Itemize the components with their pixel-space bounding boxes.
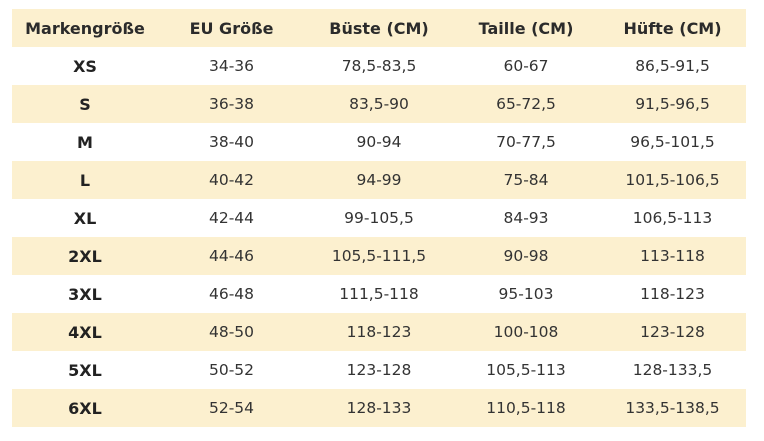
brand-size-cell: 2XL [68,246,102,266]
bust-cell: 94-99 [356,171,402,189]
brand-size-cell: 5XL [68,360,102,380]
size-chart-table: Markengröße EU Größe Büste (CM) Taille (… [12,9,746,427]
waist-cell: 110,5-118 [486,399,566,417]
table-row: M 38-40 90-94 70-77,5 96,5-101,5 [12,123,746,161]
eu-size-cell: 48-50 [208,323,255,341]
waist-cell: 70-77,5 [496,133,556,151]
waist-cell: 105,5-113 [486,361,566,379]
brand-size-cell: 3XL [68,284,102,304]
brand-size-cell: S [79,94,91,114]
waist-cell: 75-84 [503,171,549,189]
bust-cell: 99-105,5 [344,209,414,227]
bust-cell: 123-128 [346,361,412,379]
table-row: XS 34-36 78,5-83,5 60-67 86,5-91,5 [12,47,746,85]
eu-size-cell: 40-42 [208,171,255,189]
bust-cell: 105,5-111,5 [331,247,427,265]
table-row: XL 42-44 99-105,5 84-93 106,5-113 [12,199,746,237]
hip-cell: 101,5-106,5 [625,171,720,189]
waist-cell: 84-93 [503,209,549,227]
brand-size-cell: L [79,170,91,190]
brand-size-cell: 4XL [68,322,102,342]
hip-cell: 106,5-113 [632,209,713,227]
header-waist: Taille (CM) [478,18,574,38]
bust-cell: 111,5-118 [339,285,419,303]
table-row: 6XL 52-54 128-133 110,5-118 133,5-138,5 [12,389,746,427]
hip-cell: 123-128 [640,323,705,341]
hip-cell: 113-118 [640,247,705,265]
table-row: S 36-38 83,5-90 65-72,5 91,5-96,5 [12,85,746,123]
hip-cell: 96,5-101,5 [630,133,715,151]
eu-size-cell: 42-44 [208,209,255,227]
header-brand-size: Markengröße [25,18,145,38]
header-hip: Hüfte (CM) [623,18,722,38]
table-row: 3XL 46-48 111,5-118 95-103 118-123 [12,275,746,313]
brand-size-cell: M [77,132,93,152]
brand-size-cell: XL [73,208,97,228]
table-row: L 40-42 94-99 75-84 101,5-106,5 [12,161,746,199]
table-row: 5XL 50-52 123-128 105,5-113 128-133,5 [12,351,746,389]
hip-cell: 118-123 [640,285,705,303]
hip-cell: 86,5-91,5 [635,57,710,75]
waist-cell: 100-108 [493,323,559,341]
bust-cell: 83,5-90 [349,95,409,113]
waist-cell: 65-72,5 [496,95,556,113]
table-header: Markengröße EU Größe Büste (CM) Taille (… [12,9,746,47]
header-bust: Büste (CM) [329,18,429,38]
bust-cell: 118-123 [346,323,412,341]
eu-size-cell: 34-36 [208,57,255,75]
waist-cell: 90-98 [503,247,549,265]
waist-cell: 95-103 [498,285,554,303]
table-row: 4XL 48-50 118-123 100-108 123-128 [12,313,746,351]
hip-cell: 128-133,5 [632,361,713,379]
eu-size-cell: 36-38 [208,95,255,113]
brand-size-cell: XS [73,56,97,76]
hip-cell: 133,5-138,5 [625,399,720,417]
bust-cell: 128-133 [346,399,412,417]
table-body: XS 34-36 78,5-83,5 60-67 86,5-91,5 S 36-… [12,47,746,427]
eu-size-cell: 38-40 [208,133,255,151]
waist-cell: 60-67 [503,57,549,75]
eu-size-cell: 46-48 [208,285,255,303]
eu-size-cell: 52-54 [208,399,255,417]
bust-cell: 78,5-83,5 [341,57,417,75]
eu-size-cell: 44-46 [208,247,255,265]
brand-size-cell: 6XL [68,398,102,418]
header-row: Markengröße EU Größe Büste (CM) Taille (… [12,9,746,47]
header-eu-size: EU Größe [189,18,274,38]
eu-size-cell: 50-52 [208,361,255,379]
hip-cell: 91,5-96,5 [635,95,710,113]
bust-cell: 90-94 [356,133,402,151]
table-row: 2XL 44-46 105,5-111,5 90-98 113-118 [12,237,746,275]
